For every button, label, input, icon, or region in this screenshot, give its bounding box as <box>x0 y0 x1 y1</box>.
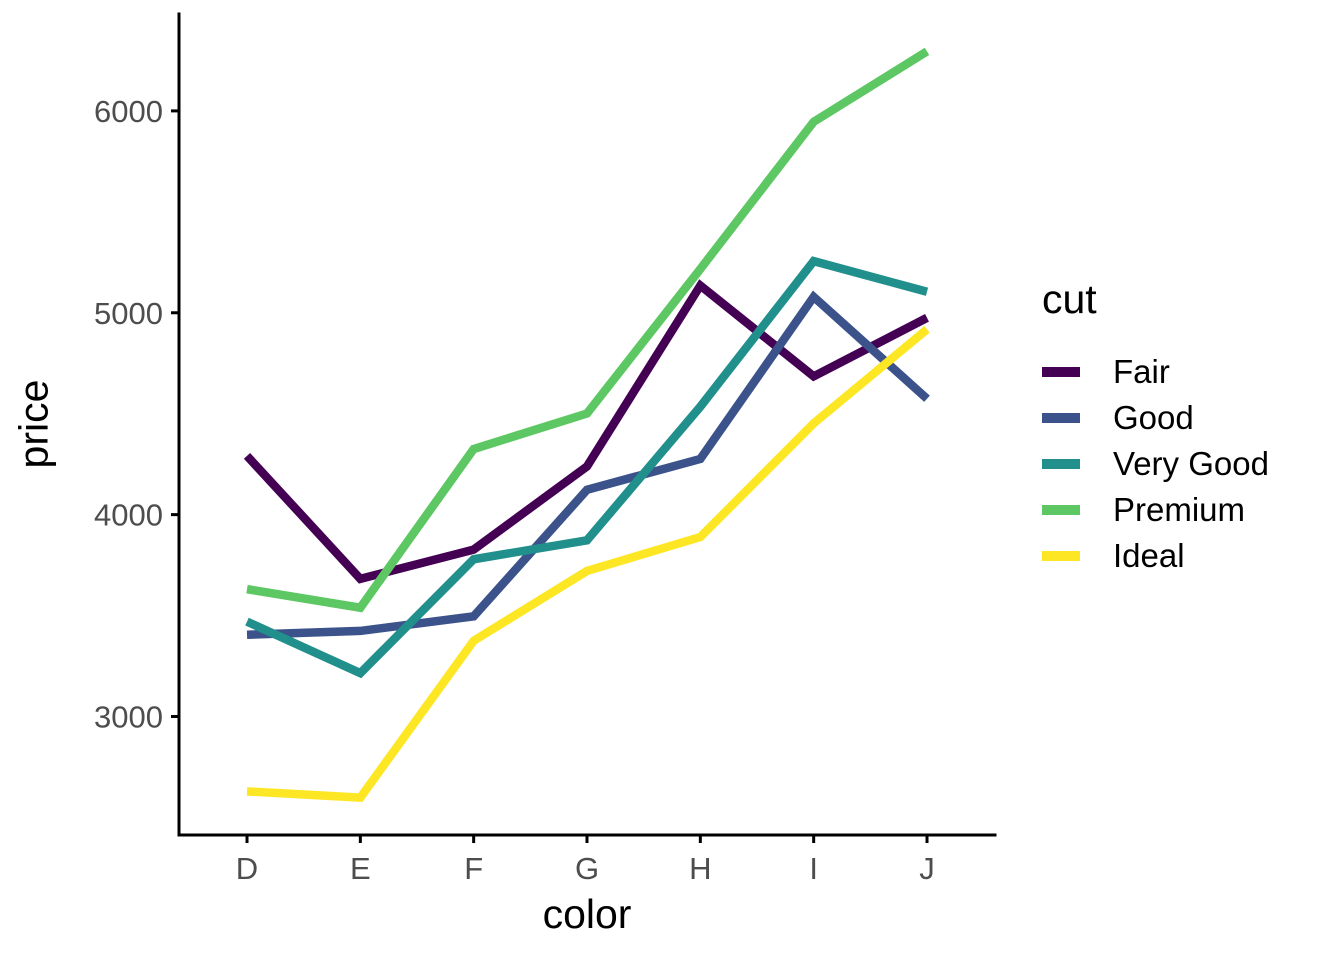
x-tick-label: F <box>464 851 483 886</box>
series-line-premium <box>246 47 930 613</box>
series-line-good <box>246 290 930 639</box>
legend-item-very-good: Very Good <box>1042 441 1269 487</box>
y-tick-label: 3000 <box>94 700 163 735</box>
legend-item-good: Good <box>1042 395 1269 441</box>
legend-key-line-icon <box>1042 505 1080 515</box>
legend-label: Fair <box>1113 353 1170 390</box>
legend-key-line-icon <box>1042 551 1080 561</box>
legend-label: Ideal <box>1113 537 1185 574</box>
x-tick-label: D <box>236 851 258 886</box>
y-tick-label: 6000 <box>94 94 163 129</box>
legend-label: Premium <box>1113 491 1246 528</box>
legend-item-fair: Fair <box>1042 349 1269 395</box>
legend-title: cut <box>1042 276 1097 322</box>
legend-key-line-icon <box>1042 413 1080 423</box>
y-tick-label: 4000 <box>94 498 163 533</box>
x-tick-label: J <box>919 851 935 886</box>
y-tick-label: 5000 <box>94 296 163 331</box>
legend: cut Fair Good Very Good Premium Ideal <box>1042 276 1269 579</box>
legend-key-line-icon <box>1042 367 1080 377</box>
x-axis-title: color <box>542 891 632 937</box>
y-axis-title: price <box>10 379 57 469</box>
series-line-fair <box>243 279 929 584</box>
legend-label: Good <box>1113 399 1194 436</box>
legend-item-ideal: Ideal <box>1042 533 1269 579</box>
legend-item-premium: Premium <box>1042 487 1269 533</box>
series-line-ideal <box>246 326 930 803</box>
x-tick-label: E <box>350 851 371 886</box>
x-tick-label: G <box>575 851 599 886</box>
x-tick-label: H <box>689 851 711 886</box>
x-tick-label: I <box>809 851 818 886</box>
series-line-very-good <box>245 256 929 679</box>
legend-key-line-icon <box>1042 459 1080 469</box>
legend-label: Very Good <box>1113 445 1269 482</box>
